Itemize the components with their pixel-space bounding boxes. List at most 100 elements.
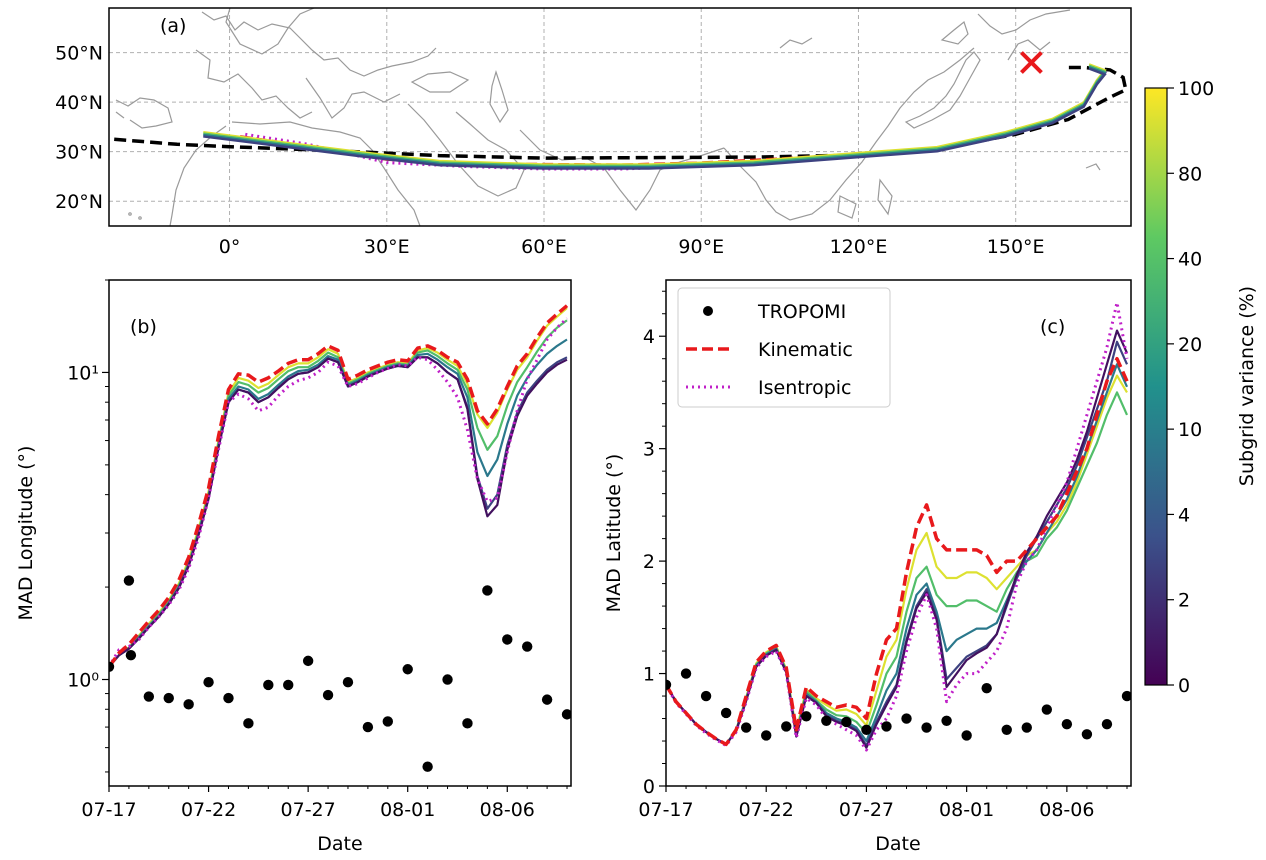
map-xtick-label: 150°E bbox=[987, 236, 1045, 258]
colorbar-tick-label: 0 bbox=[1178, 675, 1190, 697]
panel-c-frame bbox=[665, 279, 1132, 787]
x-tick-label: 08-01 bbox=[939, 799, 994, 821]
tropomi-point bbox=[680, 668, 692, 679]
tropomi-point bbox=[382, 716, 393, 727]
tropomi-point bbox=[263, 679, 274, 691]
panel-c-label: (c) bbox=[1040, 316, 1065, 338]
tropomi-point bbox=[841, 716, 852, 728]
map-ytick-label: 30°N bbox=[55, 142, 103, 164]
legend-tropomi-marker bbox=[703, 306, 713, 316]
tropomi-point bbox=[901, 713, 912, 724]
series-kinematic bbox=[109, 304, 569, 668]
panel-a: (a) 0° 30°E 60°E 90°E 120°E 150°E 20°N 30°N 40°N… bbox=[55, 7, 1132, 258]
tropomi-point bbox=[1001, 724, 1012, 735]
map-track-variance bbox=[203, 67, 1107, 170]
map-grid bbox=[109, 8, 1131, 226]
start-marker bbox=[1020, 51, 1043, 74]
map-track-variance bbox=[203, 66, 1107, 169]
tropomi-point bbox=[243, 718, 254, 729]
tropomi-point bbox=[700, 690, 712, 702]
legend: TROPOMI Kinematic Isentropic bbox=[677, 287, 891, 408]
tropomi-point bbox=[981, 682, 992, 694]
tropomi-point bbox=[720, 707, 732, 719]
tropomi-point bbox=[482, 585, 493, 596]
map-ytick-label: 40°N bbox=[55, 92, 103, 114]
tropomi-point bbox=[143, 691, 155, 702]
y-tick-label: 10⁰ bbox=[67, 670, 99, 692]
tropomi-point bbox=[283, 679, 294, 691]
panel-b-series bbox=[109, 304, 569, 668]
tropomi-point bbox=[322, 689, 334, 701]
x-tick-label: 07-27 bbox=[281, 799, 336, 821]
x-tick-label: 07-17 bbox=[81, 799, 136, 821]
tropomi-point bbox=[801, 711, 812, 722]
colorbar-label: Subgrid variance (%) bbox=[1236, 286, 1258, 486]
tropomi-point bbox=[123, 575, 135, 586]
tropomi-point bbox=[1101, 718, 1113, 730]
panel-c-tropomi-points bbox=[666, 668, 1131, 741]
tropomi-point bbox=[302, 655, 314, 667]
map-ticks: 0° 30°E 60°E 90°E 120°E 150°E 20°N 30°N 40°N 50°N bbox=[55, 43, 1044, 258]
tropomi-point bbox=[342, 677, 354, 688]
coastlines bbox=[115, 8, 1101, 226]
marker-stroke bbox=[1020, 51, 1043, 74]
panel-c-ticks: 07-17 07-22 07-27 08-01 08-06 0 1 2 3 4 bbox=[638, 290, 1128, 821]
colorbar: 0 2 4 10 20 40 80 100 Subgrid variance (%) bbox=[1144, 78, 1258, 697]
x-tick-label: 08-06 bbox=[480, 799, 535, 821]
map-ytick-label: 20°N bbox=[55, 191, 103, 213]
panel-c-ylabel: MAD Latitude (°) bbox=[603, 454, 625, 613]
tropomi-point bbox=[541, 694, 553, 705]
map-track-kinematic bbox=[239, 64, 1108, 167]
series-kinematic bbox=[666, 356, 1129, 747]
tropomi-point bbox=[462, 718, 473, 729]
y-tick-label: 10¹ bbox=[67, 362, 99, 384]
tropomi-point bbox=[442, 674, 453, 685]
tropomi-point bbox=[561, 709, 571, 720]
tropomi-point bbox=[821, 715, 832, 726]
map-track-variance bbox=[203, 64, 1107, 168]
legend-tropomi-label: TROPOMI bbox=[757, 301, 846, 323]
tropomi-point bbox=[1081, 729, 1093, 740]
x-tick-label: 07-22 bbox=[739, 799, 794, 821]
panel-a-label: (a) bbox=[160, 15, 186, 37]
tropomi-point bbox=[666, 679, 672, 690]
legend-isentropic-label: Isentropic bbox=[758, 377, 852, 399]
tropomi-point bbox=[502, 634, 513, 645]
tropomi-point bbox=[109, 661, 115, 672]
x-tick-label: 08-06 bbox=[1039, 799, 1094, 821]
tropomi-point bbox=[422, 761, 433, 772]
tropomi-point bbox=[1021, 722, 1032, 733]
map-xtick-label: 120°E bbox=[830, 236, 888, 258]
tropomi-point bbox=[1061, 718, 1073, 730]
x-tick-label: 07-17 bbox=[638, 799, 693, 821]
panel-b-label: (b) bbox=[130, 316, 157, 338]
panel-b-ticks: 07-17 07-22 07-27 08-01 08-06 10⁰ 10¹ bbox=[67, 279, 568, 821]
colorbar-tick-label: 100 bbox=[1178, 78, 1214, 100]
map-frame bbox=[108, 7, 1132, 227]
x-tick-label: 07-27 bbox=[839, 799, 894, 821]
map-xtick-label: 0° bbox=[219, 236, 241, 258]
panel-b-tropomi-points bbox=[109, 575, 571, 772]
tropomi-point bbox=[740, 722, 752, 733]
tropomi-point bbox=[761, 730, 772, 741]
y-tick-label: 1 bbox=[643, 664, 655, 686]
x-tick-label: 07-22 bbox=[181, 799, 236, 821]
colorbar-tick-label: 4 bbox=[1178, 504, 1190, 526]
tropomi-point bbox=[861, 724, 872, 735]
tropomi-point bbox=[163, 692, 174, 704]
tropomi-point bbox=[183, 699, 194, 710]
tropomi-point bbox=[1041, 704, 1053, 715]
legend-kinematic-label: Kinematic bbox=[758, 339, 853, 361]
panel-b-frame bbox=[108, 279, 572, 787]
tropomi-point bbox=[1121, 690, 1131, 702]
y-tick-label: 4 bbox=[643, 326, 655, 348]
panel-b-ylabel: MAD Longitude (°) bbox=[15, 446, 37, 621]
series-variance-5 bbox=[109, 356, 568, 668]
colorbar-tick-label: 20 bbox=[1178, 334, 1202, 356]
series-isentropic bbox=[109, 317, 569, 668]
x-tick-label: 08-01 bbox=[380, 799, 435, 821]
panel-b-xlabel: Date bbox=[317, 833, 362, 855]
y-tick-label: 2 bbox=[643, 551, 655, 573]
